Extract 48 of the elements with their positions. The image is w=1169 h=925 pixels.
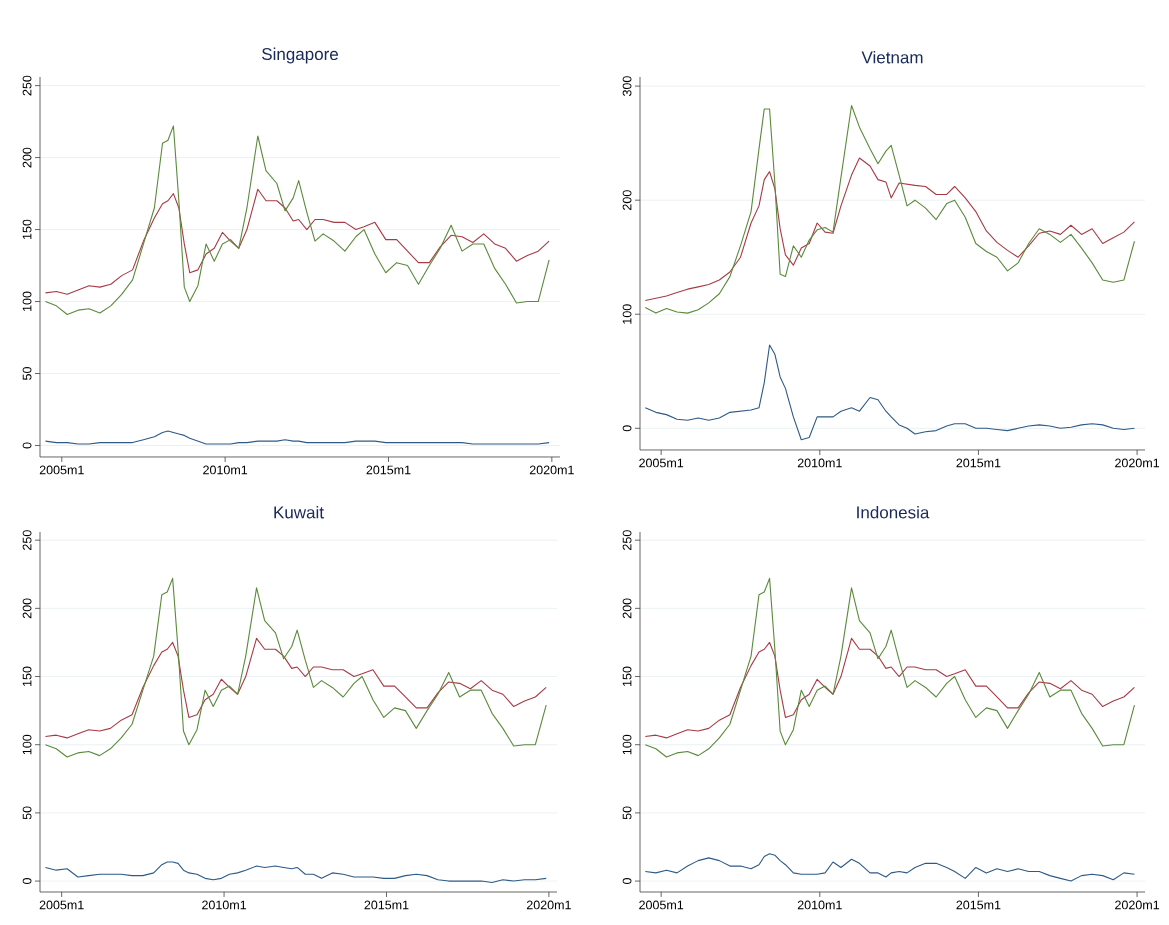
y-tick-label: 0 — [22, 442, 32, 449]
y-tick-label: 200 — [622, 598, 632, 619]
line-series — [44, 577, 547, 758]
y-tick-label: 100 — [22, 291, 32, 311]
x-tick-label: 2005m1 — [639, 458, 684, 468]
line-series — [644, 104, 1135, 314]
x-tick-label: 2005m1 — [39, 900, 84, 910]
line-series — [44, 125, 550, 316]
y-tick-label: 150 — [22, 666, 32, 686]
x-tick-label: 2020m1 — [529, 465, 574, 475]
line-series — [44, 637, 547, 739]
x-tick-label: 2015m1 — [364, 900, 409, 910]
chart-title: Vietnam — [861, 50, 923, 64]
x-tick-label: 2020m1 — [1115, 458, 1160, 468]
line-series — [644, 637, 1135, 739]
y-tick-label: 100 — [622, 304, 632, 324]
chart-title: Singapore — [262, 47, 338, 64]
y-tick-label: 0 — [622, 425, 632, 432]
y-tick-label: 200 — [622, 190, 632, 210]
x-tick-label: 2015m1 — [956, 900, 1001, 910]
x-tick-label: 2010m1 — [203, 465, 248, 475]
y-tick-label: 200 — [22, 598, 32, 619]
y-tick-label: 200 — [22, 147, 32, 168]
y-tick-label: 100 — [622, 734, 632, 755]
chart-title: Kuwait — [274, 505, 324, 519]
x-tick-label: 2010m1 — [797, 458, 842, 468]
chart-title: Indonesia — [857, 505, 930, 519]
y-tick-label: 250 — [22, 530, 32, 550]
y-tick-label: 250 — [622, 530, 632, 550]
y-tick-label: 250 — [22, 75, 32, 96]
y-tick-label: 150 — [22, 219, 32, 240]
x-tick-label: 2005m1 — [639, 900, 684, 910]
y-tick-label: 0 — [622, 878, 632, 885]
x-tick-label: 2015m1 — [956, 458, 1001, 468]
y-tick-label: 150 — [622, 666, 632, 686]
x-tick-label: 2010m1 — [202, 900, 247, 910]
y-tick-label: 50 — [22, 806, 32, 820]
x-tick-label: 2005m1 — [39, 465, 84, 475]
y-tick-label: 50 — [22, 367, 32, 380]
line-series — [44, 188, 550, 295]
x-tick-label: 2010m1 — [797, 900, 842, 910]
y-tick-label: 100 — [22, 734, 32, 755]
x-tick-label: 2020m1 — [526, 900, 571, 910]
y-tick-label: 300 — [622, 76, 632, 97]
x-tick-label: 2020m1 — [1115, 900, 1160, 910]
y-tick-label: 50 — [622, 806, 632, 820]
y-tick-label: 0 — [22, 878, 32, 885]
x-tick-label: 2015m1 — [366, 465, 411, 475]
